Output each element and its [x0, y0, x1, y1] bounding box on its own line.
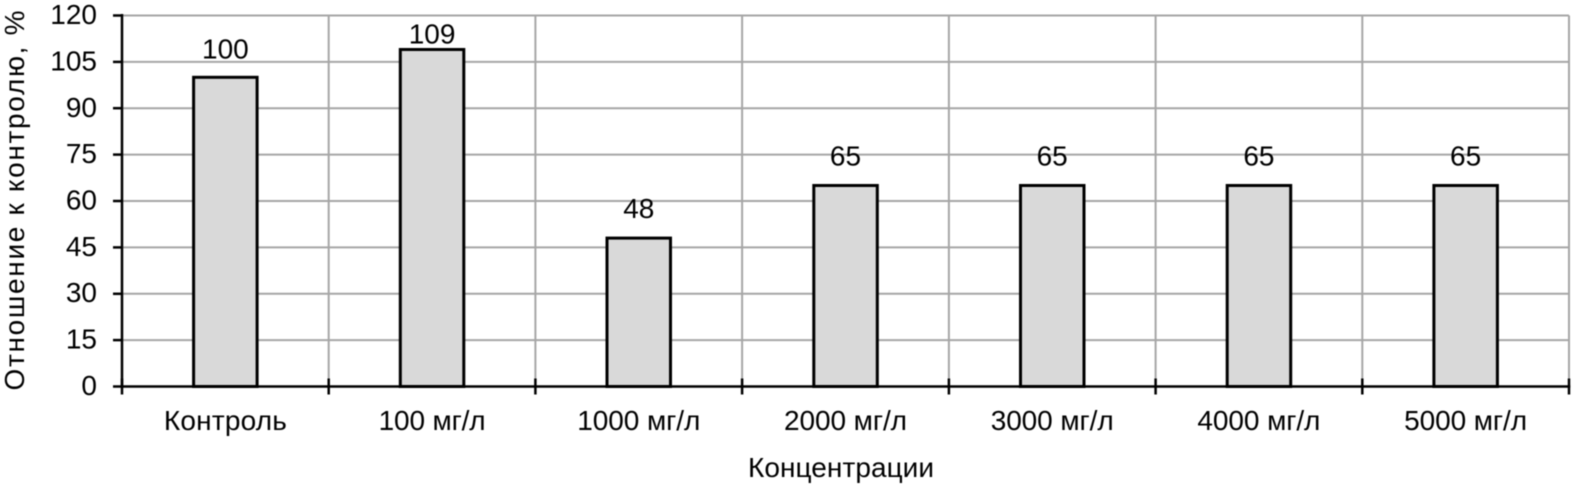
svg-text:65: 65 — [1037, 140, 1068, 171]
svg-text:60: 60 — [66, 185, 97, 216]
svg-text:4000 мг/л: 4000 мг/л — [1197, 405, 1320, 436]
svg-text:75: 75 — [66, 138, 97, 169]
svg-text:Контроль: Контроль — [164, 405, 287, 436]
svg-text:100: 100 — [202, 33, 249, 64]
svg-text:2000 мг/л: 2000 мг/л — [784, 405, 907, 436]
svg-text:65: 65 — [830, 140, 861, 171]
svg-text:65: 65 — [1243, 140, 1274, 171]
svg-text:45: 45 — [66, 231, 97, 262]
svg-text:15: 15 — [66, 324, 97, 355]
svg-text:90: 90 — [66, 92, 97, 123]
svg-text:30: 30 — [66, 277, 97, 308]
svg-text:105: 105 — [50, 45, 97, 76]
svg-text:65: 65 — [1450, 140, 1481, 171]
svg-text:5000 мг/л: 5000 мг/л — [1404, 405, 1527, 436]
svg-text:48: 48 — [623, 193, 654, 224]
svg-text:120: 120 — [50, 0, 97, 30]
svg-text:Концентрации: Концентрации — [748, 452, 934, 483]
svg-text:1000 мг/л: 1000 мг/л — [577, 405, 700, 436]
svg-text:100 мг/л: 100 мг/л — [379, 405, 486, 436]
svg-text:109: 109 — [409, 19, 456, 50]
svg-text:0: 0 — [81, 370, 97, 401]
svg-text:3000 мг/л: 3000 мг/л — [991, 405, 1114, 436]
svg-text:Отношение к контролю, %: Отношение к контролю, % — [0, 11, 30, 391]
